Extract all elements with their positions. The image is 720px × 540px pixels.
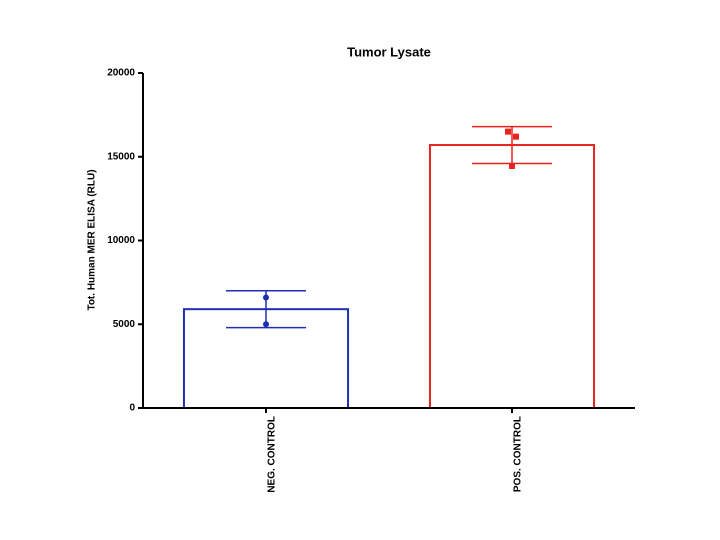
y-axis-label: Tot. Human MER ELISA (RLU): [87, 169, 98, 310]
data-point: [509, 162, 515, 169]
chart-title: Tumor Lysate: [347, 44, 431, 59]
data-point: [505, 128, 511, 135]
y-tick-label: 5000: [113, 319, 136, 330]
data-point: [263, 321, 269, 328]
x-tick-label: POS. CONTROL: [513, 416, 524, 492]
x-tick-label: NEG. CONTROL: [267, 416, 278, 493]
data-point: [263, 294, 269, 301]
y-tick-label: 0: [129, 403, 135, 414]
data-point: [513, 133, 519, 140]
y-tick-label: 10000: [107, 235, 135, 246]
y-tick-label: 15000: [107, 151, 135, 162]
y-tick-label: 20000: [107, 68, 135, 79]
